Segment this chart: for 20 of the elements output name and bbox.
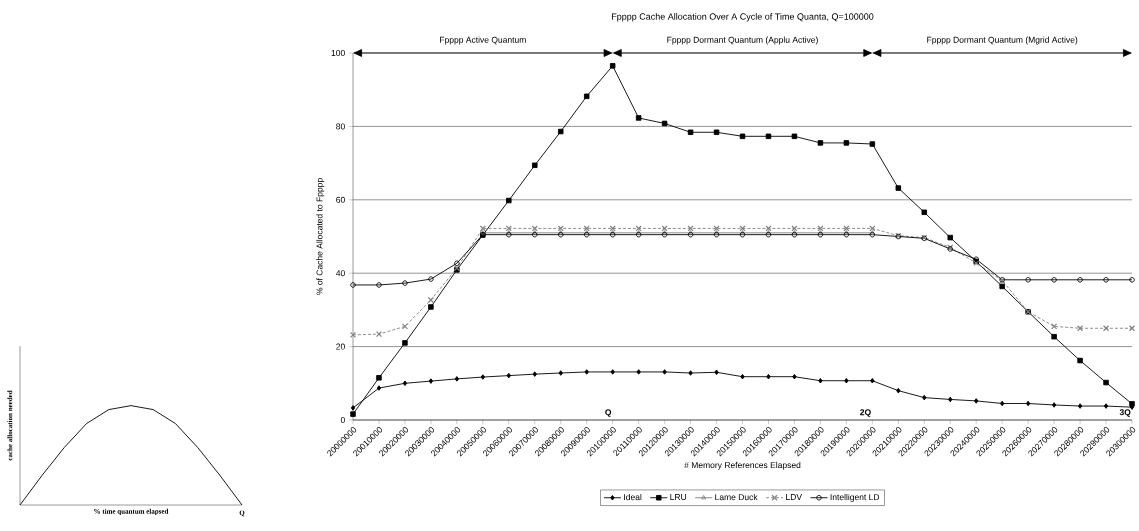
y-tick-label: 40 [335, 270, 345, 277]
annotation: 3Q [1119, 409, 1131, 417]
y-tick-label: 20 [336, 343, 345, 350]
text: Fpppp Active Quantum [440, 36, 526, 45]
y-axis-title: % of Cache Allocated to Fpppp [316, 178, 325, 295]
text: Fpppp Dormant Quantum (Applu Active) [667, 36, 818, 45]
y-tick-label: 60 [336, 196, 345, 203]
legend-label: LDV [786, 494, 802, 500]
y-tick-label: 100 [331, 49, 345, 56]
legend-label: Ideal [624, 493, 642, 501]
legend-label: LRU [670, 494, 687, 500]
legend-label: Lame Duck [715, 493, 758, 501]
x-axis-title: # Memory References Elapsed [684, 461, 801, 470]
chart-title: Fpppp Cache Allocation Over A Cycle of Time Quanta, Q=100000 [611, 13, 874, 22]
annotation: Q [605, 409, 612, 417]
annotation: 2Q [860, 409, 871, 417]
text: Fpppp Dormant Quantum (Mgrid Active) [927, 36, 1078, 45]
y-tick-label: 0 [340, 416, 345, 423]
y-tick-label: 80 [336, 123, 345, 130]
legend-label: Intelligent LD [830, 493, 880, 502]
